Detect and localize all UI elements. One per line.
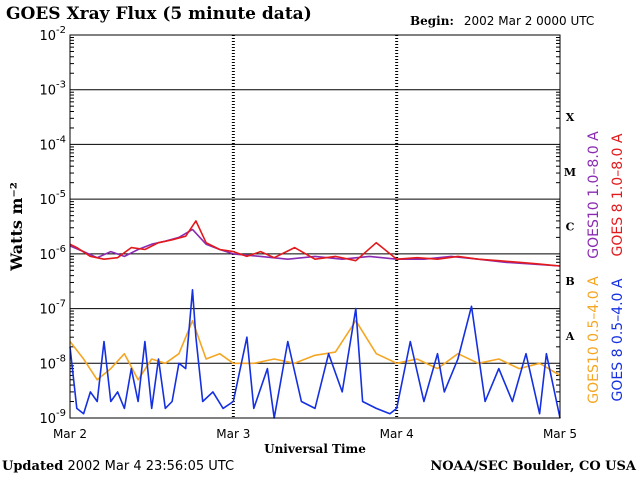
begin-value: 2002 Mar 2 0000 UTC bbox=[463, 14, 595, 28]
updated-value: 2002 Mar 4 23:56:05 UTC bbox=[67, 459, 235, 474]
updated-timestamp: Updated 2002 Mar 4 23:56:05 UTC bbox=[2, 459, 234, 474]
credit-text: NOAA/SEC Boulder, CO USA bbox=[430, 459, 636, 474]
x-axis-label: Universal Time bbox=[264, 442, 366, 456]
begin-label: Begin: bbox=[410, 14, 454, 28]
begin-timestamp: Begin: 2002 Mar 2 0000 UTC bbox=[410, 14, 594, 28]
y-tick-label: 10-4 bbox=[39, 134, 66, 153]
data-series bbox=[69, 220, 561, 419]
y-tick-label: 10-7 bbox=[39, 299, 66, 318]
series-line bbox=[69, 228, 561, 267]
y-tick-label: 10-9 bbox=[39, 408, 66, 427]
y-tick-label: 10-5 bbox=[39, 189, 66, 208]
legend-entry: GOES10 1.0–8.0 A bbox=[586, 131, 602, 259]
legend-entry: GOES 8 0.5–4.0 A bbox=[610, 278, 626, 401]
y-tick-label: 10-8 bbox=[39, 353, 66, 372]
flare-class-label: B bbox=[565, 275, 574, 288]
axis-labels: 10-9 10-8 10-7 10-6 10-5 10-4 10-3 10-2 Mar 2 Mar… bbox=[7, 25, 577, 441]
y-axis-label: Watts m⁻² bbox=[7, 182, 26, 272]
y-tick-label: 10-3 bbox=[39, 80, 66, 99]
flare-class-label: A bbox=[565, 330, 575, 343]
x-tick-label: Mar 5 bbox=[543, 427, 577, 441]
series-line bbox=[69, 319, 561, 381]
legend: GOES10 1.0–8.0 A GOES 8 1.0–8.0 A GOES10 0… bbox=[586, 131, 626, 404]
flare-class-label: M bbox=[564, 166, 576, 179]
y-tick-label: 10-2 bbox=[39, 25, 66, 44]
legend-entry: GOES10 0.5–4.0 A bbox=[586, 276, 602, 404]
flare-class-label: C bbox=[566, 221, 575, 234]
plot-frame bbox=[69, 34, 561, 419]
x-tick-label: Mar 3 bbox=[216, 427, 250, 441]
legend-entry: GOES 8 1.0–8.0 A bbox=[610, 133, 626, 256]
chart-title: GOES Xray Flux (5 minute data) bbox=[6, 4, 312, 24]
flare-class-label: X bbox=[566, 111, 575, 124]
y-tick-label: 10-6 bbox=[39, 244, 66, 263]
series-line bbox=[69, 288, 561, 419]
x-tick-label: Mar 4 bbox=[380, 427, 414, 441]
updated-label: Updated bbox=[2, 459, 64, 474]
x-tick-label: Mar 2 bbox=[53, 427, 87, 441]
series-line bbox=[69, 220, 561, 267]
